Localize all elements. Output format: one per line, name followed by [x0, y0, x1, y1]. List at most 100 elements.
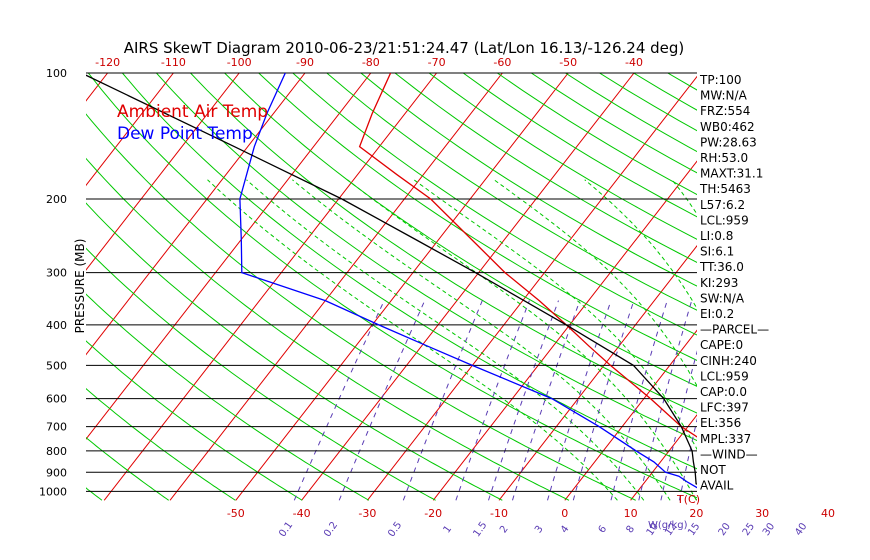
temperature-axis-label: T(C) [676, 493, 700, 506]
isotherm [86, 73, 372, 440]
mixing-ratio-label: 6 [597, 524, 610, 536]
dry-adiabat [667, 73, 697, 91]
pressure-tick-label: 600 [46, 393, 67, 406]
bottom-temperature-tick-label: 40 [821, 507, 835, 520]
bottom-temperature-tick-label: -40 [293, 507, 311, 520]
isotherm [103, 73, 437, 501]
isotherm [86, 73, 240, 271]
top-temperature-tick-label: -100 [227, 56, 252, 69]
top-temperature-tick-label: -40 [625, 56, 643, 69]
dry-adiabat [394, 73, 697, 264]
mixing-ratio-label: 30 [761, 521, 777, 538]
dry-adiabat [156, 73, 697, 442]
top-temperature-tick-label: -60 [493, 56, 511, 69]
mixing-ratio-label: 0.5 [386, 520, 404, 539]
top-temperature-tick-label: -120 [95, 56, 120, 69]
sounding-stat-item: LCL:959 [700, 213, 749, 227]
dry-adiabat [360, 73, 697, 287]
top-temperature-tick-label: -70 [428, 56, 446, 69]
sounding-stat-item: TP:100 [699, 73, 742, 87]
sounding-stat-item: CAPE:0 [700, 338, 743, 352]
sounding-stat-item: CAP:0.0 [700, 385, 747, 399]
sounding-stat-item: LI:0.8 [700, 229, 733, 243]
sounding-stat-item: MAXT:31.1 [700, 167, 763, 181]
isotherm [367, 75, 697, 501]
sounding-stat-item: NOT [700, 463, 726, 477]
isotherm [0, 73, 42, 500]
top-temperature-tick-label: -90 [296, 56, 314, 69]
sounding-stat-item: FRZ:554 [700, 104, 750, 118]
top-temperature-tick-label: -50 [559, 56, 577, 69]
sounding-stat-item: LFC:397 [700, 401, 749, 415]
pressure-tick-label: 400 [46, 319, 67, 332]
sounding-stat-item: KI:293 [700, 276, 738, 290]
dry-adiabat [258, 73, 697, 361]
dry-adiabat [190, 73, 697, 414]
top-temperature-tick-label: -110 [161, 56, 186, 69]
pressure-tick-label: 500 [46, 359, 67, 372]
pressure-tick-label: 200 [46, 193, 67, 206]
chart-title: AIRS SkewT Diagram 2010-06-23/21:51:24.4… [124, 39, 685, 57]
chart-legend: Ambient Air Temp Dew Point Temp [117, 102, 268, 144]
moist-adiabat [584, 179, 697, 310]
mixing-ratio-line [572, 300, 635, 501]
ambient-temperature-line [358, 73, 697, 438]
mixing-ratio-line [809, 301, 841, 501]
dry-adiabat [804, 73, 870, 500]
sounding-stat-item: CINH:240 [700, 354, 757, 368]
dry-adiabat [86, 202, 503, 501]
mixing-ratio-line [547, 300, 612, 501]
pressure-tick-label: 900 [46, 466, 67, 479]
mixing-ratio-line [402, 300, 483, 501]
dry-adiabat [326, 73, 697, 311]
bottom-temperature-tick-label: -20 [424, 507, 442, 520]
bottom-temperature-tick-label: -30 [358, 507, 376, 520]
isotherm [762, 73, 870, 500]
isobar-lines [86, 72, 697, 492]
mixing-ratio-line [488, 300, 559, 501]
mixing-ratio-label: 25 [741, 521, 757, 538]
dry-adiabat [292, 73, 697, 336]
mixing-ratio-line [338, 300, 426, 501]
mixing-ratio-line [777, 301, 813, 501]
mixing-ratio-label: 2 [498, 524, 511, 536]
mixing-ratio-label: 40 [793, 521, 809, 538]
mixing-ratio-label: 4 [559, 524, 572, 536]
sounding-profiles [86, 73, 697, 489]
mixing-ratio-axis-label: W(g/kg) [648, 520, 688, 531]
mixing-ratio-label: 1 [442, 524, 455, 536]
sounding-stat-item: WB0:462 [700, 120, 755, 134]
bottom-temperature-tick-label: -10 [490, 507, 508, 520]
isotherm [301, 73, 635, 501]
moist-adiabat [292, 179, 671, 501]
mixing-ratio-line [660, 350, 697, 501]
dry-adiabat [122, 73, 697, 470]
mixing-ratio-line [512, 300, 581, 501]
isotherm [86, 73, 174, 187]
mixing-ratio-line [638, 300, 693, 501]
top-temperature-tick-label: -80 [362, 56, 380, 69]
bottom-temperature-tick-label: 20 [689, 507, 703, 520]
isotherm [86, 73, 108, 102]
sounding-stat-item: RH:53.0 [700, 151, 748, 165]
background-grid [0, 73, 870, 501]
dry-adiabat [462, 73, 697, 218]
sounding-stat-item: MW:N/A [700, 89, 748, 103]
mixing-ratio-line [455, 300, 530, 501]
dry-adiabat [86, 340, 303, 501]
dewpoint-temperature-line [239, 73, 697, 489]
moist-adiabat [347, 179, 697, 501]
pressure-tick-label: 300 [46, 267, 67, 280]
bottom-temperature-tick-label: 30 [755, 507, 769, 520]
dry-adiabat [86, 247, 436, 501]
dry-adiabat [224, 73, 697, 387]
dry-adiabat [86, 388, 236, 501]
dry-adiabat [87, 73, 697, 499]
moist-adiabat [246, 179, 645, 501]
isotherm [432, 160, 697, 501]
dry-adiabat [838, 73, 870, 500]
mixing-ratio-label: 3 [533, 524, 546, 536]
pressure-tick-label: 100 [46, 67, 67, 80]
sounding-stat-item: L57:6.2 [700, 198, 745, 212]
